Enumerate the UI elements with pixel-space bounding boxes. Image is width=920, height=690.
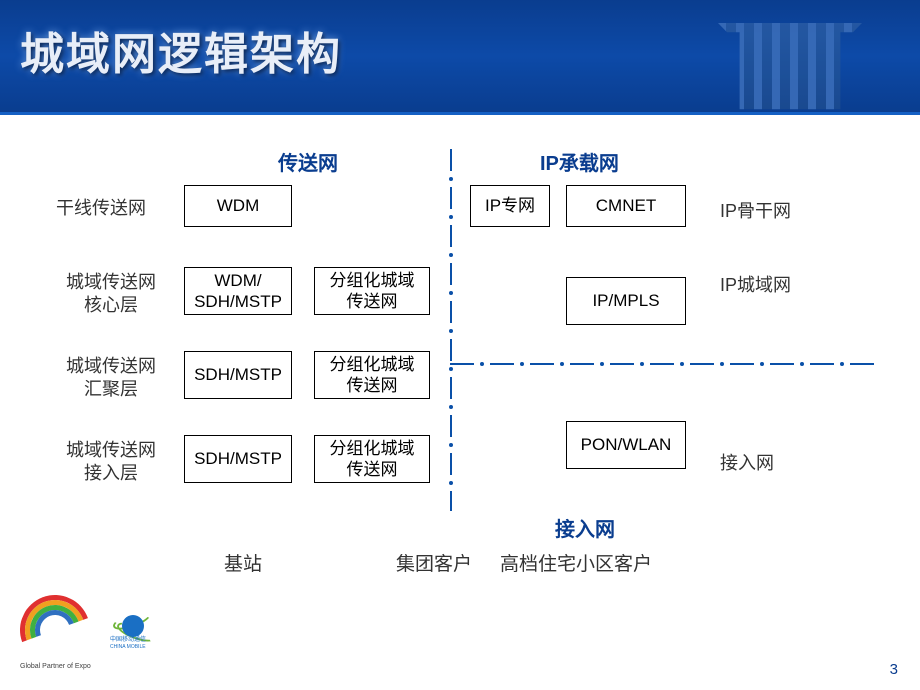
node-sdh-mstp-4: SDH/MSTP — [184, 435, 292, 483]
row-label-ip-backbone: IP骨干网 — [720, 197, 791, 223]
row-label-access-net: 接入网 — [720, 449, 774, 475]
node-cmnet: CMNET — [566, 185, 686, 227]
node-pon-wlan: PON/WLAN — [566, 421, 686, 469]
expo-partner-text: Global Partner of Expo — [20, 663, 91, 670]
row-label-trunk: 干线传送网 — [56, 197, 146, 220]
row-label-access: 城域传送网 接入层 — [56, 439, 166, 486]
node-ip-mpls: IP/MPLS — [566, 277, 686, 325]
slide-title: 城域网逻辑架构 — [20, 18, 342, 82]
expo-logo-icon — [20, 595, 100, 650]
section-header-access: 接入网 — [555, 513, 615, 542]
node-packet-metro-2: 分组化城域 传送网 — [314, 267, 430, 315]
row-label-agg: 城域传送网 汇聚层 — [56, 355, 166, 402]
node-ip-private: IP专网 — [470, 185, 550, 227]
node-sdh-mstp-3: SDH/MSTP — [184, 351, 292, 399]
column-header-transport: 传送网 — [278, 147, 338, 176]
page-number: 3 — [890, 661, 898, 678]
node-wdm-sdh-mstp: WDM/ SDH/MSTP — [184, 267, 292, 315]
node-packet-metro-4: 分组化城域 传送网 — [314, 435, 430, 483]
footer-logos: 中国移动通信 CHINA MOBILE Global Partner of Ex… — [20, 595, 160, 670]
node-wdm: WDM — [184, 185, 292, 227]
bottom-label-residential: 高档住宅小区客户 — [500, 549, 652, 576]
bottom-label-basestation: 基站 — [224, 549, 262, 576]
row-label-ip-metro: IP城域网 — [720, 271, 791, 297]
bottom-label-group: 集团客户 — [396, 549, 472, 576]
row-label-core: 城域传送网 核心层 — [56, 271, 166, 318]
slide-header: 城域网逻辑架构 — [0, 0, 920, 115]
cmcc-label: 中国移动通信 CHINA MOBILE — [110, 637, 146, 650]
diagram-canvas: 传送网 IP承载网 干线传送网 城域传送网 核心层 城域传送网 汇聚层 城域传送… — [0, 115, 920, 675]
column-header-ip: IP承载网 — [540, 147, 619, 176]
node-packet-metro-3: 分组化城域 传送网 — [314, 351, 430, 399]
